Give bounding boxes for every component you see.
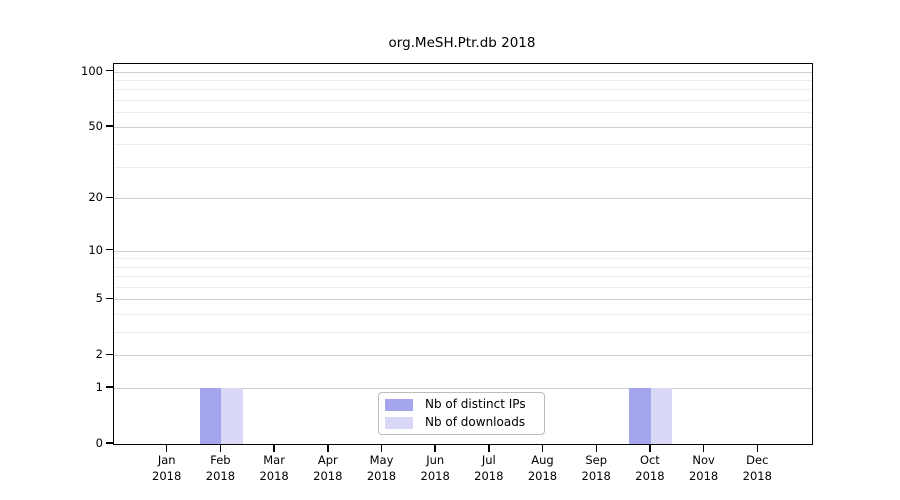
y-tick-label: 0 xyxy=(95,436,103,450)
x-tick-label: Dec 2018 xyxy=(725,452,789,484)
y-tick-label: 5 xyxy=(95,291,103,306)
plot-area xyxy=(113,63,813,445)
x-tick-label-year: 2018 xyxy=(205,469,236,483)
x-tick-label: Feb 2018 xyxy=(188,452,252,484)
x-tick-label-month: Apr xyxy=(317,453,338,467)
minor-gridline xyxy=(114,287,812,288)
major-gridline xyxy=(114,355,812,357)
y-tick xyxy=(106,196,113,199)
x-tick-label-year: 2018 xyxy=(152,469,182,483)
minor-gridline xyxy=(114,276,812,278)
x-tick-label-month: Feb xyxy=(210,453,231,467)
major-gridline xyxy=(114,71,812,73)
legend-row: Nb of downloads xyxy=(379,414,544,431)
minor-gridline xyxy=(114,258,812,260)
y-tick xyxy=(106,125,113,127)
minor-gridline xyxy=(114,80,812,81)
y-tick xyxy=(106,69,113,72)
y-tick xyxy=(106,442,113,444)
x-tick-label-year: 2018 xyxy=(313,469,343,483)
x-tick-label-month: Oct xyxy=(639,453,660,467)
x-tick xyxy=(380,444,383,452)
legend-swatch-downloads xyxy=(385,416,413,429)
x-tick-label: Oct 2018 xyxy=(618,452,682,484)
x-tick-label-year: 2018 xyxy=(259,469,289,483)
major-gridline xyxy=(114,198,812,200)
minor-gridline xyxy=(114,112,812,114)
y-tick-label: 2 xyxy=(95,347,103,362)
bar-distinct-ips xyxy=(629,388,651,444)
x-tick xyxy=(273,444,275,452)
x-tick-label-year: 2018 xyxy=(420,469,450,483)
legend-row: Nb of distinct IPs xyxy=(379,396,544,413)
x-tick xyxy=(702,444,705,452)
x-tick xyxy=(649,444,651,452)
x-tick-label-year: 2018 xyxy=(635,469,665,483)
bar-distinct-ips xyxy=(199,388,222,444)
x-tick-label-month: Nov xyxy=(692,453,715,467)
x-tick-label-month: Jul xyxy=(481,453,496,467)
x-tick xyxy=(434,444,436,452)
y-tick-label: 1 xyxy=(95,380,103,395)
minor-gridline xyxy=(114,100,812,102)
major-gridline xyxy=(114,250,812,252)
legend-swatch-distinct-ips xyxy=(385,398,413,411)
y-tick-label: 50 xyxy=(88,118,103,133)
x-tick-label-month: Jan xyxy=(157,453,176,467)
x-tick-label: Jul 2018 xyxy=(457,452,521,484)
minor-gridline xyxy=(114,166,812,168)
y-tick xyxy=(106,297,113,300)
x-tick-label-month: Mar xyxy=(263,453,285,467)
x-tick xyxy=(756,444,759,452)
x-tick-label-year: 2018 xyxy=(366,469,397,483)
major-gridline xyxy=(114,299,812,301)
minor-gridline xyxy=(114,144,812,146)
y-tick-label: 20 xyxy=(88,190,103,205)
x-tick-label: Mar 2018 xyxy=(242,452,306,484)
x-tick xyxy=(488,444,490,452)
x-tick-label-month: May xyxy=(369,453,394,467)
x-tick-label-year: 2018 xyxy=(688,469,719,483)
chart-title: org.MeSH.Ptr.db 2018 xyxy=(388,35,536,51)
x-tick-label: Aug 2018 xyxy=(511,452,575,484)
x-tick xyxy=(219,444,222,452)
x-tick-label-month: Aug xyxy=(531,453,554,467)
y-tick xyxy=(106,386,113,388)
x-tick-label: Nov 2018 xyxy=(672,452,736,484)
bar-downloads xyxy=(650,388,673,444)
y-tick xyxy=(106,248,113,251)
x-tick-label-month: Jun xyxy=(426,453,445,467)
x-tick-label: Jan 2018 xyxy=(135,452,199,484)
x-tick-label: May 2018 xyxy=(350,452,414,484)
x-tick xyxy=(165,444,168,452)
x-tick-label: Jun 2018 xyxy=(403,452,467,484)
y-tick-label: 100 xyxy=(81,63,103,78)
x-tick-label-year: 2018 xyxy=(742,469,772,483)
minor-gridline xyxy=(114,332,812,334)
legend: Nb of distinct IPs Nb of downloads xyxy=(378,392,545,435)
x-tick-label-year: 2018 xyxy=(581,469,611,483)
x-tick xyxy=(595,444,597,452)
x-tick-label: Sep 2018 xyxy=(564,452,628,484)
major-gridline xyxy=(114,388,812,390)
x-tick xyxy=(327,444,329,452)
x-tick xyxy=(541,444,544,452)
legend-label: Nb of distinct IPs xyxy=(425,397,526,411)
y-tick xyxy=(106,353,113,356)
x-tick-label-year: 2018 xyxy=(474,469,504,483)
major-gridline xyxy=(114,126,812,128)
minor-gridline xyxy=(114,266,812,268)
bar-downloads xyxy=(221,388,243,444)
x-tick-label-month: Sep xyxy=(585,453,608,467)
x-tick-label: Apr 2018 xyxy=(296,452,360,484)
y-tick-label: 10 xyxy=(88,242,103,257)
minor-gridline xyxy=(114,314,812,316)
minor-gridline xyxy=(114,89,812,91)
legend-label: Nb of downloads xyxy=(425,415,526,429)
x-tick-label-month: Dec xyxy=(746,453,769,467)
x-tick-label-year: 2018 xyxy=(527,469,558,483)
